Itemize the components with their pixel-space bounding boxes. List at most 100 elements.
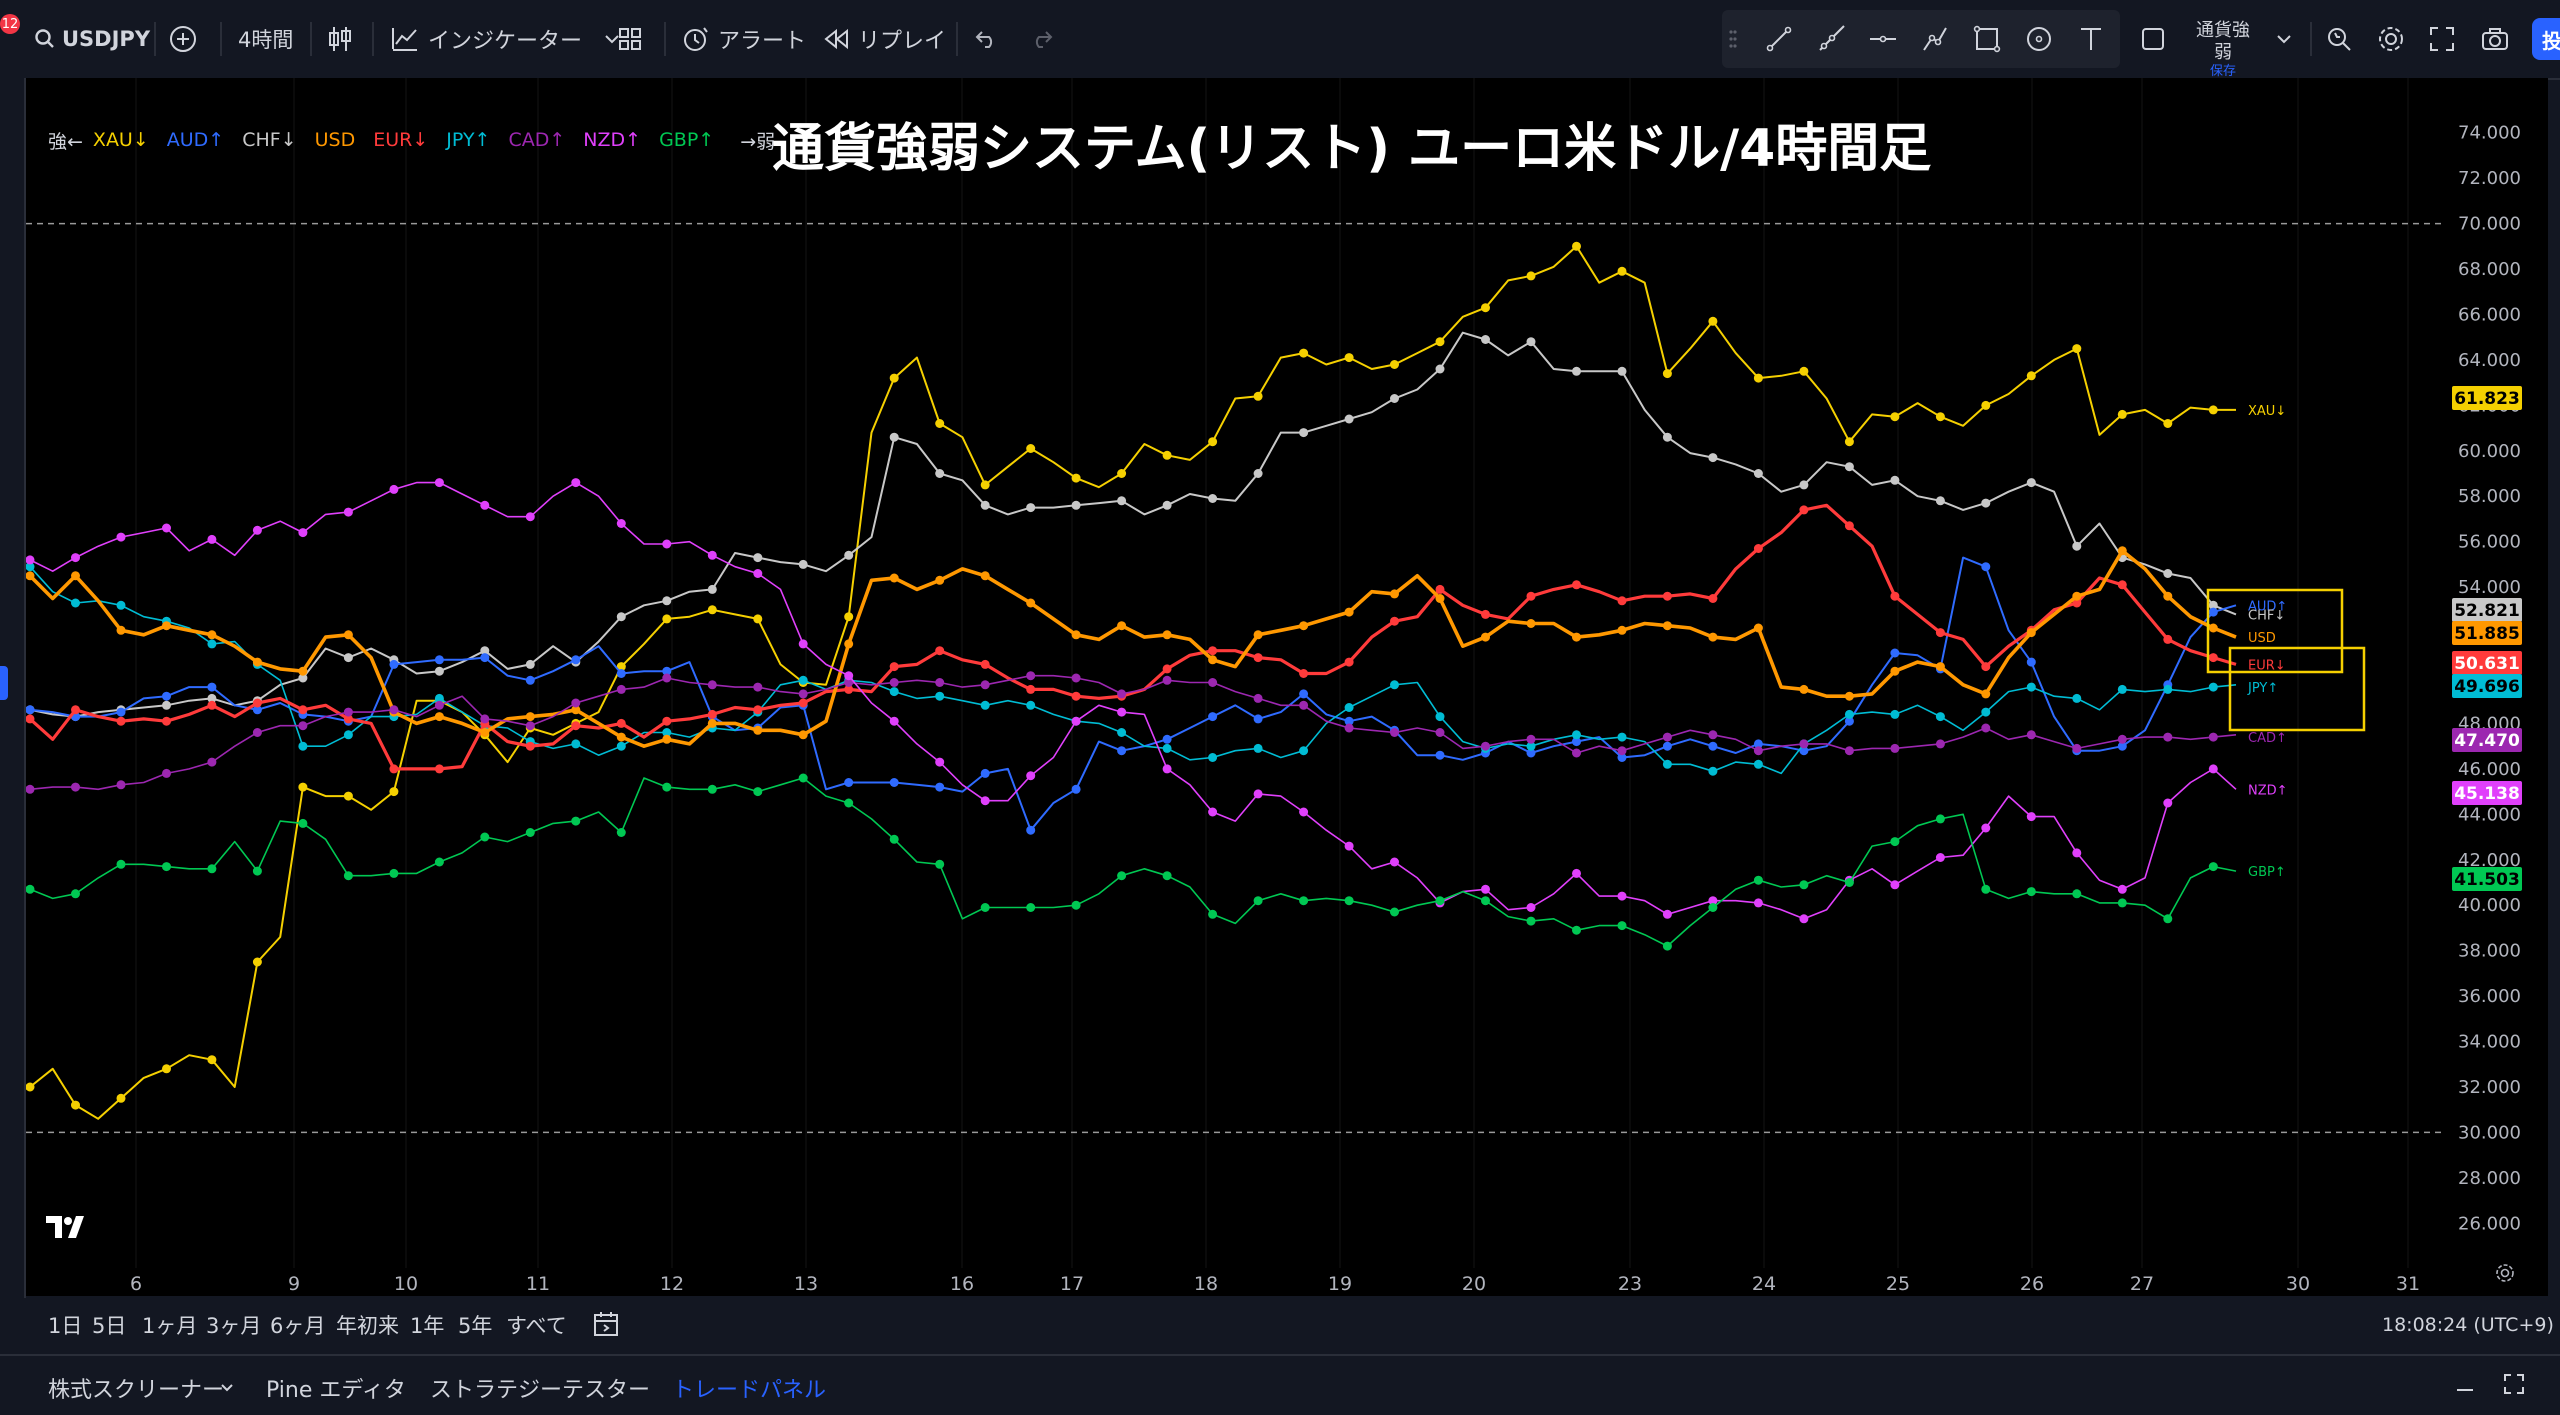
chart-title: 通貨強弱システム(リスト) ユーロ米ドル/4時間足 (772, 119, 1932, 179)
range-button[interactable]: 1日 (48, 1314, 83, 1338)
series-eur[interactable] (26, 503, 2237, 774)
quick-search-button[interactable] (2324, 0, 2354, 78)
publish-button[interactable]: 投 (2532, 18, 2560, 60)
layout-menu-button[interactable] (2276, 0, 2292, 78)
indicators-button[interactable]: インジケーター (390, 0, 620, 78)
data-point (116, 532, 126, 542)
data-point (1526, 916, 1536, 926)
data-point (1344, 716, 1354, 726)
chart-type-button[interactable] (326, 0, 354, 78)
series-xau[interactable] (26, 241, 2236, 1120)
data-point (1890, 837, 1900, 847)
series-aud[interactable] (26, 556, 2237, 835)
interval-button[interactable]: 4時間 (238, 0, 293, 78)
replay-button[interactable]: リプレイ (824, 0, 946, 78)
settings-button[interactable] (2376, 0, 2406, 78)
data-point (844, 671, 854, 681)
data-point (343, 730, 353, 740)
data-point (71, 598, 80, 608)
bottom-tab[interactable]: Pine エディタ (266, 1378, 406, 1403)
data-point (1390, 907, 1399, 917)
data-point (1617, 746, 1627, 756)
path-tool[interactable] (1920, 0, 1950, 78)
data-point (1617, 266, 1627, 276)
series-chf[interactable] (26, 331, 2237, 722)
data-point (1753, 469, 1763, 478)
trend-line-tool[interactable] (1764, 0, 1794, 78)
bottom-tab[interactable]: トレードパネル (672, 1378, 827, 1403)
data-point (2208, 653, 2218, 663)
chevron-screener[interactable] (220, 1378, 234, 1397)
data-point (1435, 584, 1445, 594)
bottom-tab[interactable]: ストラテジーテスター (430, 1378, 651, 1403)
data-point (889, 662, 899, 672)
horizontal-line-tool[interactable] (1868, 0, 1898, 78)
range-button[interactable]: 6ヶ月 (270, 1314, 326, 1338)
minimize-panel-button[interactable] (2454, 1372, 2476, 1398)
series-usd[interactable] (26, 546, 2237, 749)
goto-date-button[interactable] (592, 1310, 622, 1342)
data-point (1662, 432, 1672, 442)
data-point (252, 705, 262, 715)
range-button[interactable]: 1ヶ月 (142, 1314, 198, 1338)
data-point (1435, 594, 1445, 603)
active-tool-indicator[interactable] (0, 666, 8, 700)
axis-settings-button[interactable] (2494, 1262, 2516, 1288)
snapshot-button[interactable] (2480, 0, 2510, 78)
series-gbp[interactable] (26, 773, 2237, 951)
data-point (1526, 271, 1536, 281)
text-tool[interactable] (2078, 0, 2104, 78)
layout-checkbox[interactable] (2140, 0, 2166, 78)
series-nzd[interactable] (26, 478, 2237, 924)
range-button[interactable]: 1年 (410, 1314, 445, 1338)
range-button[interactable]: すべて (506, 1314, 567, 1338)
data-point (2163, 634, 2173, 644)
data-point (1935, 496, 1945, 506)
symbol-search[interactable]: USDJPY (34, 0, 150, 78)
data-point (525, 741, 535, 751)
ray-tool[interactable] (1816, 0, 1846, 78)
series-cad[interactable] (26, 671, 2237, 794)
drawing-tools-panel (1722, 10, 2120, 68)
clock[interactable]: 18:08:24 (UTC+9) (2382, 1314, 2554, 1336)
series-end-label: XAU↓ (2248, 404, 2286, 419)
compare-symbol-button[interactable] (168, 0, 198, 78)
data-point (2208, 623, 2218, 633)
data-point (616, 741, 626, 751)
data-point (1572, 730, 1581, 740)
data-point (2208, 862, 2218, 872)
chart-pane[interactable]: XAU↓ AUD↑ CHF↓ USD EUR↓ JPY↑ CAD↑ NZD↑ GBP↑ 74.0… (26, 78, 2548, 1296)
range-button[interactable]: 年初来 (336, 1314, 399, 1338)
alert-button[interactable]: アラート (680, 0, 806, 78)
data-point (26, 784, 35, 794)
data-point (26, 571, 35, 581)
maximize-panel-button[interactable] (2502, 1372, 2526, 1400)
range-button[interactable]: 5年 (458, 1314, 493, 1338)
data-point (753, 705, 763, 715)
range-button[interactable]: 3ヶ月 (206, 1314, 262, 1338)
data-point (162, 1064, 171, 1074)
data-point (1708, 896, 1718, 906)
undo-button[interactable] (974, 0, 1000, 78)
data-point (480, 728, 490, 737)
rectangle-tool[interactable] (1972, 0, 2002, 78)
data-point (2117, 546, 2127, 556)
redo-button[interactable] (1028, 0, 1054, 78)
drag-handle[interactable] (1728, 0, 1738, 78)
data-point (1662, 732, 1672, 742)
legend-strong-label: 強← (48, 130, 83, 153)
bottom-tab[interactable]: 株式スクリーナー (48, 1378, 225, 1403)
notification-badge[interactable]: 12 (0, 14, 20, 34)
data-point (298, 673, 308, 683)
fullscreen-button[interactable] (2428, 0, 2456, 78)
data-point (2208, 682, 2218, 692)
layouts-grid-button[interactable] (618, 0, 642, 78)
circle-tool[interactable] (2024, 0, 2054, 78)
data-point (2072, 889, 2082, 899)
layout-name-button[interactable]: 通貨強弱 保存 (2188, 20, 2258, 79)
data-point (1481, 741, 1490, 751)
range-button[interactable]: 5日 (92, 1314, 127, 1338)
left-drawing-toolbar (0, 78, 26, 1415)
data-point (1708, 766, 1718, 776)
